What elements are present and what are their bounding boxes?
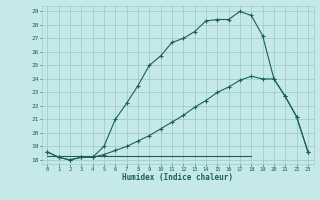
X-axis label: Humidex (Indice chaleur): Humidex (Indice chaleur) bbox=[122, 173, 233, 182]
